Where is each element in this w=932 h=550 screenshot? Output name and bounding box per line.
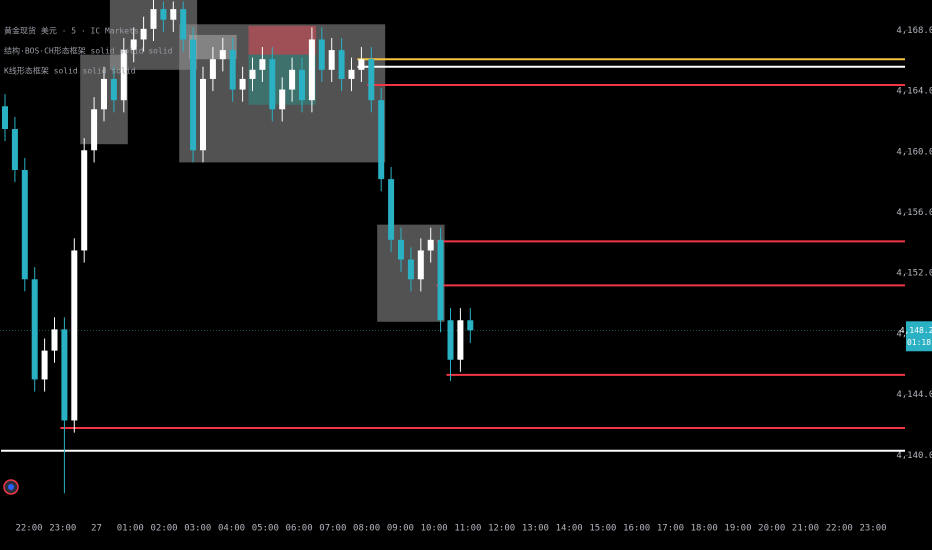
candle-body [101,78,107,110]
x-tick-label: 10:00 [421,524,448,534]
candle-body [31,279,38,380]
y-tick-label: 4,160.00 [896,147,932,157]
candle-body [338,50,345,79]
legend-title: 黄金现货 美元 · 5 · IC Markets [4,26,139,36]
last-price-label: 4,148.24 [900,326,932,335]
candle-body [269,59,276,110]
x-tick-label: 23:00 [859,524,886,534]
x-tick-label: 04:00 [218,524,245,534]
candle-body [51,329,58,351]
x-tick-label: 09:00 [387,524,414,534]
candle-body [81,150,88,251]
y-tick-label: 4,164.00 [896,87,932,97]
candle-body [437,239,444,321]
candle-body [160,9,167,20]
x-tick-label: 16:00 [623,524,650,534]
candle-body [348,69,355,79]
candle-body [447,320,454,360]
x-tick-label: 14:00 [556,524,583,534]
x-tick-label: 22:00 [826,524,853,534]
x-tick-label: 13:00 [522,524,549,534]
candle-body [91,109,98,151]
y-tick-label: 4,168.00 [896,26,932,36]
candle-body [2,106,8,130]
candle-body [388,179,395,240]
candle-body [200,78,206,151]
candle-body [417,250,424,280]
candle-body [259,59,266,70]
candle-body [328,50,335,70]
candle-body [368,59,375,101]
x-tick-label: 07:00 [319,524,346,534]
legend-indicator: 结构·BOS·CH形态框架 solid solid solid [4,46,173,56]
candle-body [308,39,315,101]
candle-body [318,39,325,70]
zone-box [248,25,316,55]
x-tick-label: 03:00 [184,524,211,534]
candle-body [427,239,434,251]
x-tick-label: 05:00 [252,524,279,534]
x-tick-label: 21:00 [792,524,819,534]
candle-body [249,69,256,79]
y-tick-label: 4,156.00 [896,208,932,218]
candle-body [140,28,147,40]
candle-body [21,170,28,280]
y-tick-label: 4,152.00 [896,269,932,279]
candle-body [378,100,385,180]
x-tick-label: 27 [91,524,102,534]
y-tick-label: 4,144.00 [896,390,932,400]
x-tick-label: 20:00 [758,524,785,534]
candle-body [170,9,177,20]
candle-body [11,129,18,170]
x-tick-label: 12:00 [488,524,515,534]
x-tick-label: 18:00 [691,524,718,534]
candle-body [299,69,305,101]
candle-body [130,39,137,51]
x-tick-label: 08:00 [353,524,380,534]
candle-body [457,320,464,360]
legend-indicator: K线形态框架 solid solid solid [4,66,136,76]
x-tick-label: 15:00 [589,524,616,534]
candle-body [239,78,246,90]
x-tick-label: 11:00 [454,524,481,534]
candle-body [120,50,127,101]
candle-body [71,250,78,421]
y-tick-label: 4,140.00 [896,451,932,461]
candle-body [219,50,226,60]
x-tick-label: 23:00 [49,524,76,534]
x-tick-label: 17:00 [657,524,684,534]
candle-body [289,69,296,90]
countdown-label: 01:18 [907,338,931,347]
last-price-box [906,321,932,352]
candle-body [190,39,197,151]
candle-body [279,89,286,110]
candle-body [407,259,414,280]
x-tick-label: 06:00 [286,524,313,534]
alert-icon-dot [8,484,14,490]
candle-body [358,59,365,70]
candle-body [110,78,117,101]
candle-body [229,50,236,90]
candle-body [467,320,474,331]
x-tick-label: 22:00 [15,524,42,534]
x-tick-label: 02:00 [150,524,177,534]
candle-body [41,350,48,380]
candle-body [150,9,157,29]
candle-body [61,329,68,421]
x-tick-label: 01:00 [117,524,144,534]
x-tick-label: 19:00 [724,524,751,534]
candle-body [398,239,404,260]
candle-body [209,59,216,79]
candle-body [180,9,187,40]
